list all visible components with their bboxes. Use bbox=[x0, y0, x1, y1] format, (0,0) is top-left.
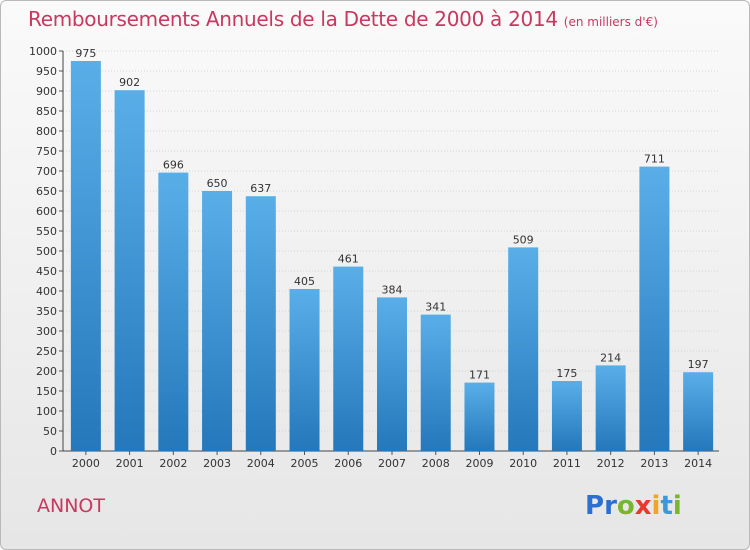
bar-value-label: 175 bbox=[556, 367, 577, 380]
x-tick-label: 2003 bbox=[203, 457, 231, 470]
y-tick-label: 300 bbox=[36, 325, 57, 338]
y-tick-label: 700 bbox=[36, 165, 57, 178]
bar bbox=[595, 365, 626, 451]
y-tick-label: 1000 bbox=[29, 45, 57, 58]
y-tick-label: 350 bbox=[36, 305, 57, 318]
x-tick-label: 2010 bbox=[509, 457, 537, 470]
bar-value-label: 637 bbox=[250, 182, 271, 195]
bar-value-label: 214 bbox=[600, 351, 621, 364]
y-tick-label: 0 bbox=[50, 445, 57, 458]
logo-letter: i bbox=[672, 491, 682, 521]
bar-value-label: 405 bbox=[294, 275, 315, 288]
bar bbox=[202, 191, 233, 451]
title-text: Remboursements Annuels de la Dette de 20… bbox=[28, 7, 558, 31]
x-tick-label: 2001 bbox=[116, 457, 144, 470]
bar-value-label: 711 bbox=[644, 153, 665, 166]
bar-value-label: 650 bbox=[207, 177, 228, 190]
y-tick-label: 650 bbox=[36, 185, 57, 198]
bar-value-label: 975 bbox=[75, 47, 96, 60]
bar bbox=[158, 172, 189, 451]
chart-subtitle: (en milliers d'€) bbox=[563, 15, 658, 29]
y-tick-label: 200 bbox=[36, 365, 57, 378]
x-tick-label: 2007 bbox=[378, 457, 406, 470]
commune-name: ANNOT bbox=[37, 495, 105, 517]
bar bbox=[551, 381, 582, 451]
bar bbox=[333, 266, 364, 451]
y-tick-label: 450 bbox=[36, 265, 57, 278]
bar bbox=[70, 61, 101, 451]
y-tick-label: 750 bbox=[36, 145, 57, 158]
x-tick-label: 2005 bbox=[291, 457, 319, 470]
x-tick-label: 2000 bbox=[72, 457, 100, 470]
y-tick-label: 850 bbox=[36, 105, 57, 118]
bar bbox=[683, 372, 714, 451]
y-tick-label: 600 bbox=[36, 205, 57, 218]
x-tick-label: 2008 bbox=[422, 457, 450, 470]
bar bbox=[289, 289, 320, 451]
y-tick-label: 500 bbox=[36, 245, 57, 258]
bar-value-label: 171 bbox=[469, 369, 490, 382]
chart-title: Remboursements Annuels de la Dette de 20… bbox=[28, 7, 658, 31]
bar-value-label: 902 bbox=[119, 76, 140, 89]
logo-letter: o bbox=[616, 491, 635, 521]
bar-value-label: 197 bbox=[688, 358, 709, 371]
bar-value-label: 696 bbox=[163, 159, 184, 172]
y-tick-label: 400 bbox=[36, 285, 57, 298]
y-tick-label: 550 bbox=[36, 225, 57, 238]
bar bbox=[639, 166, 670, 451]
x-tick-label: 2011 bbox=[553, 457, 581, 470]
y-tick-label: 900 bbox=[36, 85, 57, 98]
bar bbox=[420, 314, 451, 451]
bar bbox=[377, 297, 407, 451]
y-tick-label: 800 bbox=[36, 125, 57, 138]
logo-letter: t bbox=[660, 491, 673, 521]
bar bbox=[464, 382, 495, 451]
proxiti-logo: Proxiti bbox=[585, 491, 682, 521]
y-tick-label: 950 bbox=[36, 65, 57, 78]
bar bbox=[508, 247, 539, 451]
x-tick-label: 2002 bbox=[159, 457, 187, 470]
y-tick-label: 250 bbox=[36, 345, 57, 358]
y-tick-label: 50 bbox=[43, 425, 57, 438]
logo-letter: i bbox=[651, 491, 661, 521]
bar bbox=[245, 196, 276, 451]
x-tick-label: 2006 bbox=[334, 457, 362, 470]
logo-letter: P bbox=[585, 491, 605, 521]
y-tick-label: 150 bbox=[36, 385, 57, 398]
x-tick-label: 2012 bbox=[597, 457, 625, 470]
x-tick-label: 2004 bbox=[247, 457, 275, 470]
x-tick-label: 2009 bbox=[465, 457, 493, 470]
x-tick-label: 2013 bbox=[640, 457, 668, 470]
logo-letter: r bbox=[604, 491, 617, 521]
x-tick-label: 2014 bbox=[684, 457, 712, 470]
bar-value-label: 461 bbox=[338, 253, 359, 266]
bar-value-label: 509 bbox=[513, 233, 534, 246]
logo-letter: x bbox=[634, 491, 652, 521]
bar bbox=[114, 90, 145, 451]
bar-value-label: 384 bbox=[382, 283, 403, 296]
y-tick-label: 100 bbox=[36, 405, 57, 418]
bar-value-label: 341 bbox=[425, 301, 446, 314]
